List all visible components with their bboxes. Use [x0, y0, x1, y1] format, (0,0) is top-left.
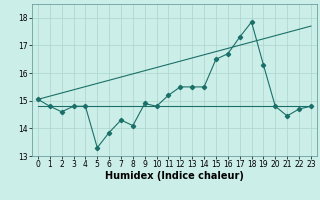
X-axis label: Humidex (Indice chaleur): Humidex (Indice chaleur)	[105, 171, 244, 181]
